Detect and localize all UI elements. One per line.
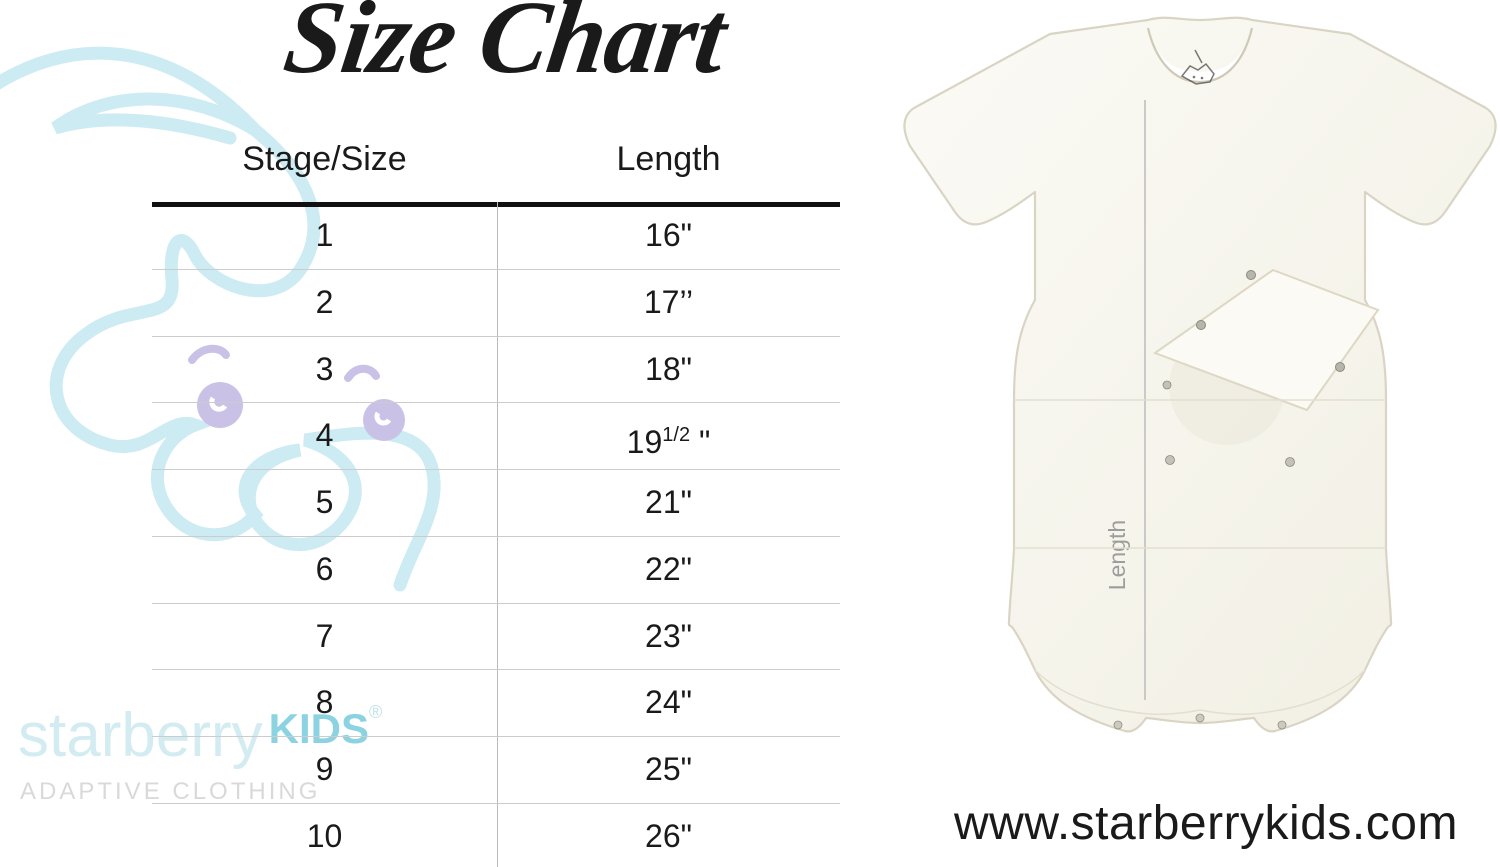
svg-text:Length: Length (1104, 520, 1130, 590)
